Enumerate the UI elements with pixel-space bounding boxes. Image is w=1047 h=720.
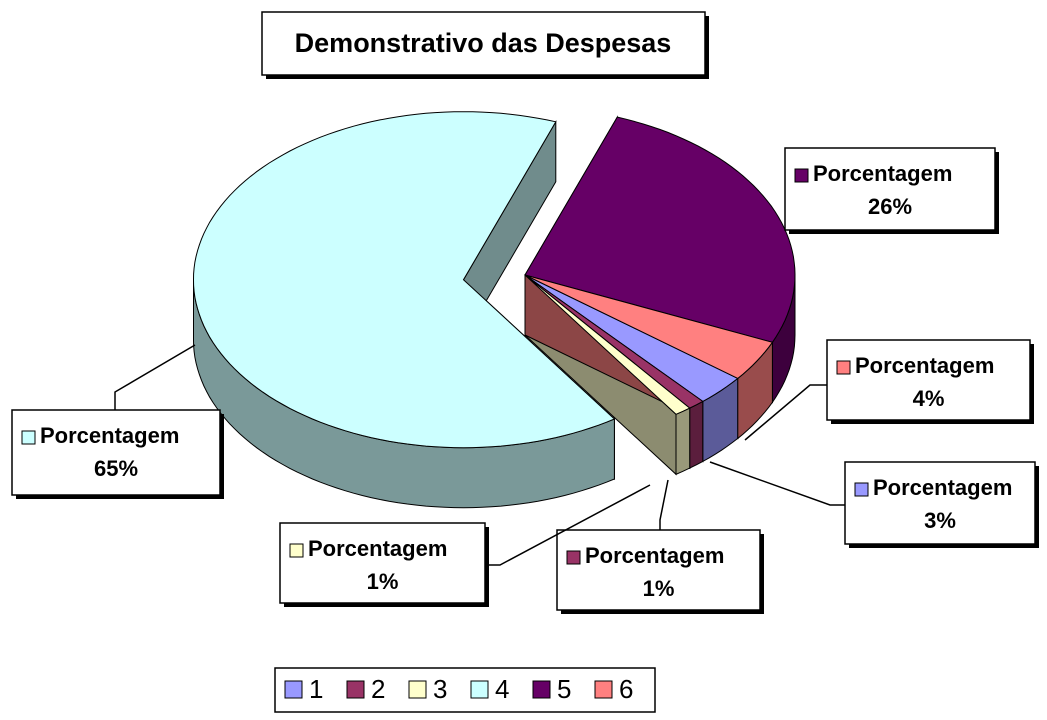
data-label: 26%: [868, 194, 912, 219]
callout-name: Porcentagem: [585, 543, 724, 568]
callout-key: [566, 550, 581, 565]
data-label: 4%: [913, 386, 945, 411]
slice: [524, 274, 691, 415]
slice: [524, 274, 774, 379]
callout-box: [844, 461, 1036, 545]
legend-key: [594, 680, 613, 699]
chart-title: Demonstrativo das Despesas: [295, 28, 672, 58]
legend: 1 2 3 4 5 6: [274, 667, 656, 713]
slice: [192, 111, 616, 449]
callout-box: [784, 147, 996, 231]
callout-box: [279, 522, 486, 604]
leader-line: [114, 344, 196, 410]
callout-box: [11, 409, 221, 496]
slice-side: [689, 400, 704, 469]
legend-label: 3: [433, 674, 447, 704]
callout-key: [21, 430, 36, 445]
slice: [524, 116, 796, 343]
legend-label: 2: [371, 674, 385, 704]
legend-label: 5: [557, 674, 571, 704]
callout-box: [826, 339, 1031, 421]
data-label: 65%: [94, 456, 138, 481]
legend-label: 1: [309, 674, 323, 704]
callout-name: Porcentagem: [855, 353, 994, 378]
leader-line: [485, 484, 651, 566]
legend-key: [470, 680, 489, 699]
callout-name: Porcentagem: [813, 161, 952, 186]
callout-key: [794, 168, 809, 183]
pie: [192, 111, 796, 509]
callout-name: Porcentagem: [40, 423, 179, 448]
callout-key: [836, 360, 851, 375]
callout-name: Porcentagem: [308, 536, 447, 561]
data-label: 3%: [924, 508, 956, 533]
callout-key: [289, 543, 304, 558]
legend-key: [346, 680, 365, 699]
slice: [524, 274, 739, 402]
data-label: 1%: [367, 569, 399, 594]
slice-side: [675, 407, 691, 476]
callout-name: Porcentagem: [873, 475, 1012, 500]
callouts: Porcentagem 3% Porcentagem 1% Porcentagem 1% P…: [11, 147, 1039, 614]
legend-key: [408, 680, 427, 699]
legend-box: [274, 667, 656, 713]
legend-label: 4: [495, 674, 509, 704]
title-box: [261, 11, 706, 76]
callout-key: [854, 482, 869, 497]
leader-line: [659, 479, 669, 530]
legend-label: 6: [619, 674, 633, 704]
legend-key: [284, 680, 303, 699]
data-label: 1%: [643, 576, 675, 601]
legend-key: [532, 680, 551, 699]
callout-box: [556, 529, 761, 611]
leader-line: [709, 461, 845, 506]
leader-line: [744, 384, 827, 441]
